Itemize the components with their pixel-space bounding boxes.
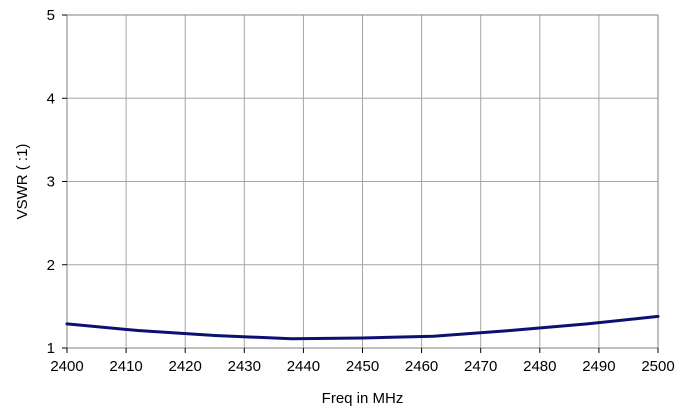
x-tick-label: 2500 — [641, 358, 674, 375]
x-tick-label: 2460 — [405, 358, 438, 375]
vswr-data-point — [586, 323, 588, 325]
y-axis-ticks: 1 2 3 4 5 — [47, 7, 67, 357]
x-tick-label: 2470 — [464, 358, 497, 375]
x-tick-label: 2440 — [287, 358, 320, 375]
vswr-data-point — [509, 330, 511, 332]
x-tick-label: 2490 — [582, 358, 615, 375]
vswr-data-point — [66, 323, 68, 325]
x-axis-ticks: 2400 2410 2420 2430 2440 2450 2460 2470 2480 2490… — [50, 348, 675, 375]
vswr-data-point — [137, 330, 139, 332]
x-tick-label: 2480 — [523, 358, 556, 375]
y-tick-label: 5 — [47, 7, 55, 24]
y-axis-title: VSWR ( :1) — [14, 144, 31, 220]
x-tick-label: 2420 — [169, 358, 202, 375]
vswr-data-point — [657, 315, 659, 317]
x-tick-label: 2450 — [346, 358, 379, 375]
x-tick-label: 2400 — [50, 358, 83, 375]
vswr-data-point — [291, 338, 293, 340]
x-axis-title: Freq in MHz — [322, 390, 404, 407]
vswr-data-point — [432, 335, 434, 337]
series-layer — [65, 314, 660, 341]
y-tick-label: 2 — [47, 257, 55, 274]
x-tick-label: 2430 — [228, 358, 261, 375]
y-tick-label: 4 — [47, 90, 55, 107]
x-tick-label: 2410 — [109, 358, 142, 375]
y-tick-label: 1 — [47, 340, 55, 357]
vswr-data-point — [214, 335, 216, 337]
y-tick-label: 3 — [47, 174, 55, 191]
grid-layer — [66, 14, 659, 349]
vswr-data-point — [362, 337, 363, 339]
